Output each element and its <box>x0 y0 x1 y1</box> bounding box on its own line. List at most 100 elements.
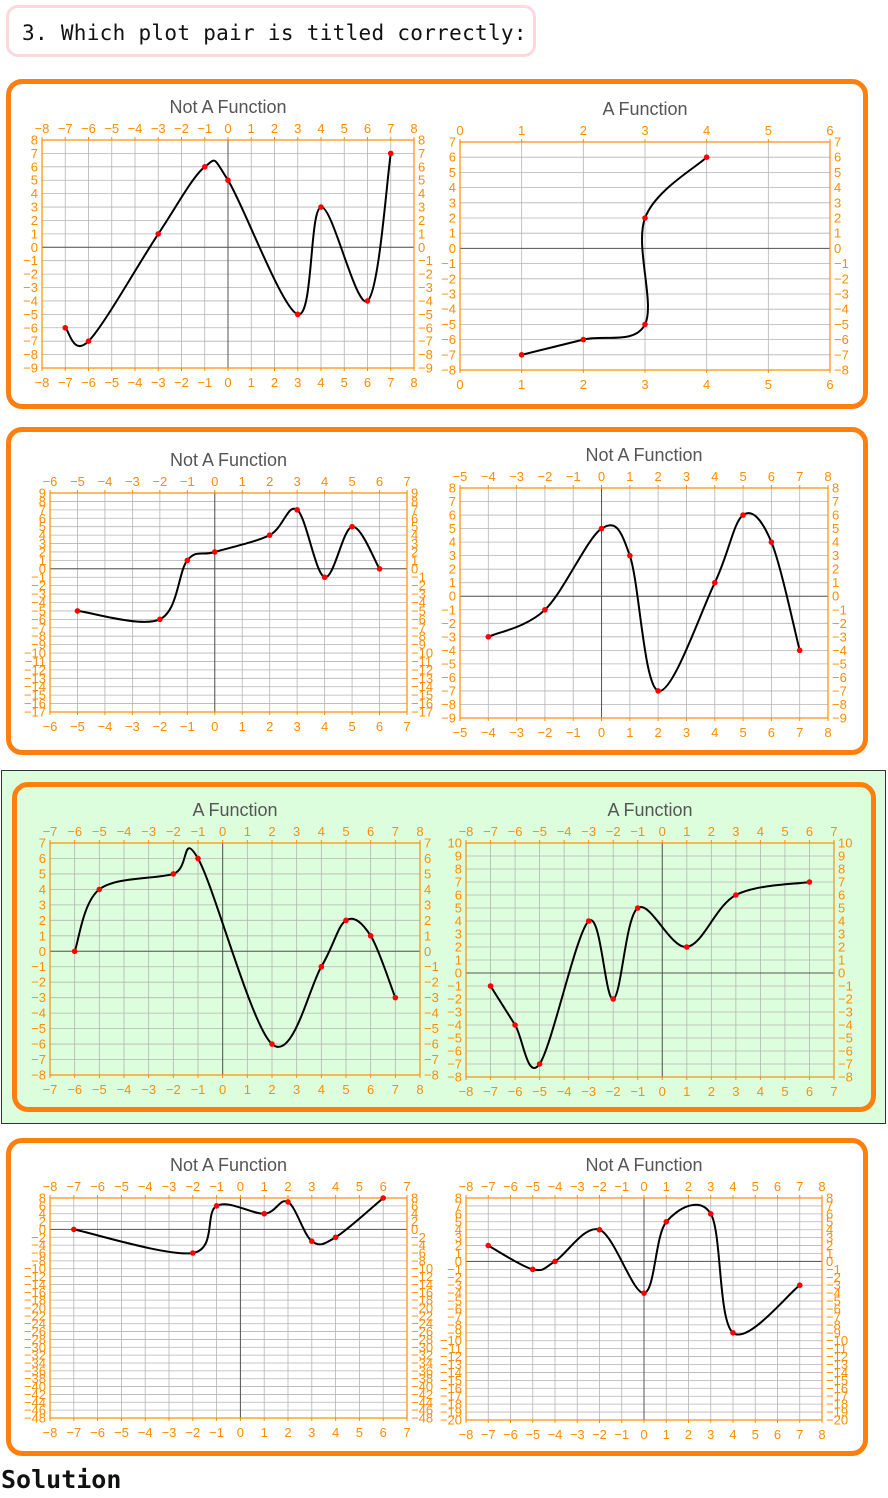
y-tick-label: 1 <box>449 226 456 241</box>
y-tick-label: −5 <box>832 656 847 671</box>
y-tick-label: −36 <box>411 1363 433 1378</box>
x-tick-label: −2 <box>606 1084 621 1099</box>
y-tick-label: −5 <box>31 1021 46 1036</box>
y-tick-label: 4 <box>424 882 431 897</box>
data-point <box>225 177 231 184</box>
y-tick-label: 4 <box>838 914 845 929</box>
y-tick-label: 3 <box>832 548 839 563</box>
x-tick-label: −1 <box>197 375 212 390</box>
x-tick-label: −1 <box>630 1084 645 1099</box>
y-tick-label: 2 <box>411 1214 418 1229</box>
y-tick-label: 1 <box>424 928 431 943</box>
y-tick-label: −1 <box>31 570 46 585</box>
plot-pair-option-2[interactable] <box>6 427 868 755</box>
x-tick-label: −2 <box>592 1179 607 1194</box>
y-tick-label: −4 <box>832 643 847 658</box>
x-tick-label: 4 <box>321 719 328 734</box>
y-tick-label: −5 <box>447 1294 462 1309</box>
y-tick-label: −5 <box>447 1031 462 1046</box>
y-tick-label: −7 <box>834 347 849 362</box>
y-tick-label: −5 <box>31 603 46 618</box>
x-tick-label: −3 <box>509 469 524 484</box>
x-tick-label: 5 <box>342 1082 349 1097</box>
y-tick-label: 4 <box>39 882 46 897</box>
y-tick-label: −4 <box>834 302 849 317</box>
y-tick-label: 4 <box>411 528 418 543</box>
y-tick-label: 0 <box>449 589 456 604</box>
data-point <box>796 647 803 654</box>
x-tick-label: −4 <box>548 1427 563 1442</box>
x-tick-label: 0 <box>640 1179 647 1194</box>
y-tick-label: −32 <box>24 1348 46 1363</box>
x-tick-label: −6 <box>81 375 96 390</box>
y-tick-label: 4 <box>39 528 46 543</box>
y-tick-label: −19 <box>826 1405 848 1420</box>
plot-frame <box>465 842 835 1078</box>
y-tick-label: −24 <box>24 1316 46 1331</box>
y-tick-label: 6 <box>826 1206 833 1221</box>
y-tick-label: 7 <box>39 502 46 517</box>
x-tick-label: 3 <box>707 1427 714 1442</box>
x-tick-label: 2 <box>685 1427 692 1442</box>
x-tick-label: −1 <box>180 719 195 734</box>
x-tick-label: 5 <box>781 1084 788 1099</box>
y-tick-label: −8 <box>441 363 456 378</box>
x-tick-label: 5 <box>765 123 772 138</box>
y-tick-label: −32 <box>411 1348 433 1363</box>
x-tick-label: −4 <box>117 824 132 839</box>
y-tick-label: 7 <box>834 135 841 150</box>
y-tick-label: −17 <box>826 1389 848 1404</box>
y-tick-label: −24 <box>411 1316 433 1331</box>
y-tick-label: −42 <box>24 1387 46 1402</box>
y-tick-label: 1 <box>832 575 839 590</box>
y-tick-label: −16 <box>24 696 46 711</box>
y-tick-label: −34 <box>411 1356 433 1371</box>
y-tick-label: 8 <box>411 494 418 509</box>
y-tick-label: 3 <box>418 200 425 215</box>
y-tick-label: −26 <box>411 1324 433 1339</box>
y-tick-label: −14 <box>440 1365 462 1380</box>
x-tick-label: −2 <box>152 719 167 734</box>
y-tick-label: −1 <box>832 602 847 617</box>
data-point <box>663 1218 670 1225</box>
x-tick-label: 6 <box>380 1425 387 1440</box>
x-tick-label: 7 <box>796 1179 803 1194</box>
x-tick-label: −7 <box>483 1084 498 1099</box>
plot-pair-option-1[interactable] <box>6 79 868 409</box>
y-tick-label: −1 <box>447 979 462 994</box>
x-tick-label: 0 <box>598 725 605 740</box>
y-tick-label: 5 <box>411 519 418 534</box>
y-tick-label: −20 <box>826 1413 848 1428</box>
plot-title: Not A Function <box>170 450 287 470</box>
x-tick-label: 5 <box>341 121 348 136</box>
y-tick-label: 2 <box>424 913 431 928</box>
y-tick-label: 10 <box>838 836 852 851</box>
x-tick-label: 7 <box>796 469 803 484</box>
y-tick-label: 2 <box>826 1238 833 1253</box>
y-tick-label: 3 <box>838 927 845 942</box>
y-tick-label: 4 <box>455 914 462 929</box>
y-tick-label: −7 <box>441 347 456 362</box>
y-tick-label: 0 <box>418 240 425 255</box>
data-point <box>332 1234 339 1241</box>
y-tick-label: −14 <box>24 679 46 694</box>
y-tick-label: −3 <box>447 1278 462 1293</box>
data-point <box>487 983 494 989</box>
plot-pair-option-4[interactable] <box>6 1138 868 1456</box>
y-tick-label: −15 <box>411 688 433 703</box>
plot-4-right: −8−8−7−7−6−6−5−5−4−4−3−3−2−2−1−100112233… <box>440 1155 848 1442</box>
y-tick-label: 8 <box>832 481 839 496</box>
y-tick-label: −20 <box>24 1301 46 1316</box>
y-tick-label: 2 <box>838 940 845 955</box>
x-tick-label: −6 <box>43 719 58 734</box>
y-tick-label: 2 <box>449 562 456 577</box>
y-tick-label: 6 <box>39 511 46 526</box>
x-tick-label: −2 <box>166 824 181 839</box>
y-tick-label: −8 <box>31 629 46 644</box>
y-tick-label: −1 <box>441 256 456 271</box>
y-tick-label: 4 <box>418 186 425 201</box>
x-tick-label: −5 <box>70 474 85 489</box>
y-tick-label: −3 <box>31 990 46 1005</box>
x-tick-label: 0 <box>237 1425 244 1440</box>
x-tick-label: 4 <box>318 1082 325 1097</box>
